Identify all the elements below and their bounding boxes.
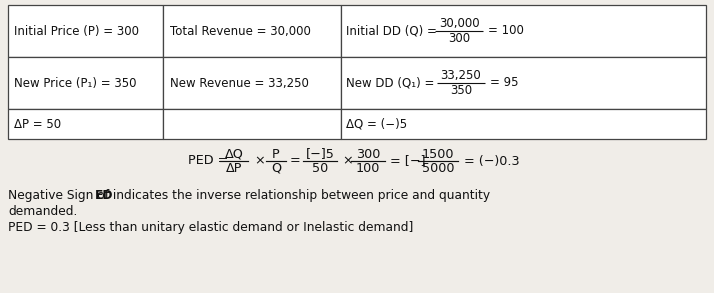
Text: ×: × xyxy=(342,154,353,168)
Bar xyxy=(341,5,706,57)
Text: P: P xyxy=(272,147,280,161)
Text: ED: ED xyxy=(95,189,114,202)
Text: New Revenue = 33,250: New Revenue = 33,250 xyxy=(170,76,309,89)
Text: PED = 0.3 [Less than unitary elastic demand or Inelastic demand]: PED = 0.3 [Less than unitary elastic dem… xyxy=(8,221,413,234)
Text: ΔQ: ΔQ xyxy=(225,147,243,161)
Text: ΔP: ΔP xyxy=(226,161,242,175)
Bar xyxy=(8,109,163,139)
Text: 300: 300 xyxy=(356,147,380,161)
Text: 100: 100 xyxy=(356,161,380,175)
Text: 1500: 1500 xyxy=(422,147,454,161)
Text: 350: 350 xyxy=(450,84,472,96)
Text: PED =: PED = xyxy=(188,154,232,168)
Bar xyxy=(163,57,341,109)
Text: 300: 300 xyxy=(448,32,470,45)
Text: Initial Price (P) = 300: Initial Price (P) = 300 xyxy=(14,25,139,38)
Text: = (−)0.3: = (−)0.3 xyxy=(464,154,520,168)
Text: 30,000: 30,000 xyxy=(438,18,479,30)
Text: = [−]: = [−] xyxy=(390,154,426,168)
Text: =: = xyxy=(290,154,301,168)
Text: 50: 50 xyxy=(312,161,328,175)
Text: [−]5: [−]5 xyxy=(306,147,334,161)
Bar xyxy=(8,57,163,109)
Text: demanded.: demanded. xyxy=(8,205,77,218)
Bar xyxy=(341,57,706,109)
Text: 33,250: 33,250 xyxy=(441,69,481,83)
Text: ×: × xyxy=(254,154,265,168)
Bar xyxy=(163,109,341,139)
Text: ΔQ = (−)5: ΔQ = (−)5 xyxy=(346,117,407,130)
Text: New Price (P₁) = 350: New Price (P₁) = 350 xyxy=(14,76,136,89)
Text: = 100: = 100 xyxy=(488,25,524,38)
Text: indicates the inverse relationship between price and quantity: indicates the inverse relationship betwe… xyxy=(109,189,490,202)
Text: ΔP = 50: ΔP = 50 xyxy=(14,117,61,130)
Text: Q: Q xyxy=(271,161,281,175)
Text: Initial DD (Q) =: Initial DD (Q) = xyxy=(346,25,437,38)
Text: 5000: 5000 xyxy=(422,161,454,175)
Bar xyxy=(163,5,341,57)
Bar xyxy=(341,109,706,139)
Text: New DD (Q₁) =: New DD (Q₁) = xyxy=(346,76,434,89)
Text: Negative Sign of: Negative Sign of xyxy=(8,189,113,202)
Text: = 95: = 95 xyxy=(490,76,518,89)
Text: Total Revenue = 30,000: Total Revenue = 30,000 xyxy=(170,25,311,38)
Bar xyxy=(8,5,163,57)
